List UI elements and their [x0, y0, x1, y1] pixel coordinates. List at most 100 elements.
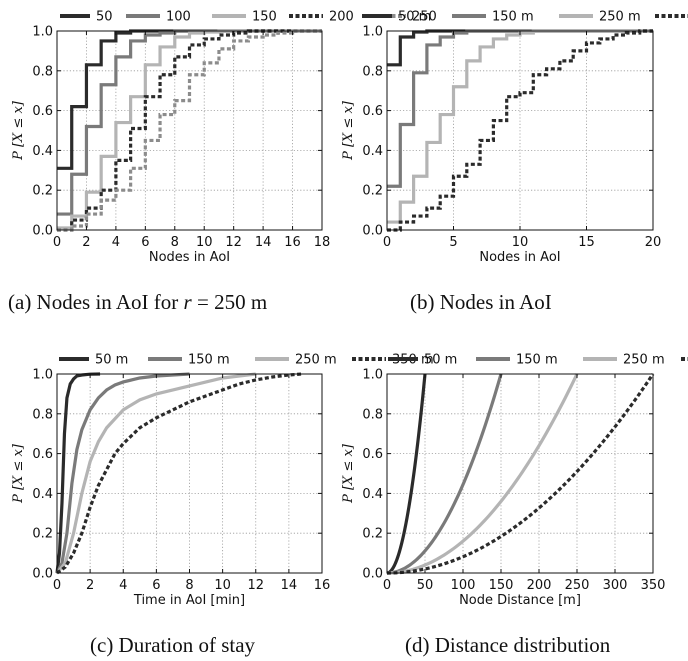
x-tick-label: 4 [119, 578, 127, 593]
legend: 50 100 150 200 250 [60, 10, 437, 25]
x-tick-label: 250 [565, 578, 590, 593]
x-tick-label: 15 [578, 235, 595, 250]
x-tick-label: 2 [82, 235, 90, 250]
y-tick-label: 0.4 [362, 487, 383, 502]
x-tick-label: 50 [417, 578, 434, 593]
y-tick-label: 1.0 [32, 368, 53, 383]
x-tick-label: 0 [383, 578, 391, 593]
series-line-100 [57, 29, 322, 216]
legend-label: 150 m [516, 353, 558, 368]
x-tick-label: 2 [86, 578, 94, 593]
x-axis-label: Node Distance [m] [459, 593, 581, 608]
series-line-250-m [386, 373, 579, 575]
series-line-50 [57, 29, 322, 170]
y-tick-label: 0.4 [32, 144, 53, 159]
caption-a: (a) Nodes in AoI for r = 250 m [8, 290, 268, 314]
plot-frame [56, 30, 323, 231]
y-tick-label: 0.6 [32, 104, 53, 119]
plot-frame [386, 373, 654, 574]
series-line-350-m [56, 372, 303, 575]
y-axis-label: P [X ≤ x] [341, 100, 356, 161]
x-tick-label: 10 [196, 235, 213, 250]
legend-label: 250 m [295, 353, 337, 368]
y-tick-label: 0.8 [32, 407, 53, 422]
y-tick-label: 0.6 [362, 104, 383, 119]
chart-panel-a: 0 2 4 6 8 10 12 14 16 18 0.0 0.2 0.4 0.6 0.8 1.0 Nodes i… [11, 10, 437, 266]
series-line-150-m [386, 373, 503, 575]
x-tick-label: 14 [255, 235, 272, 250]
y-axis-label: P [X ≤ x] [11, 100, 26, 161]
series-line-50-m [386, 373, 427, 575]
x-tick-label: 6 [141, 235, 149, 250]
y-tick-label: 0.8 [362, 64, 383, 79]
y-tick-label: 0.8 [32, 64, 53, 79]
y-axis-label: P [X ≤ x] [11, 443, 26, 504]
chart-panel-d: 0 50 100 150 200 250 300 350 0.0 0.2 0.4 0.6 0.8 1.0 N… [341, 353, 688, 608]
x-tick-label: 20 [645, 235, 662, 250]
x-tick-label: 0 [53, 235, 61, 250]
legend-label: 200 [329, 10, 354, 25]
y-tick-label: 0.2 [32, 184, 53, 199]
y-tick-label: 1.0 [32, 25, 53, 40]
x-tick-label: 16 [314, 578, 331, 593]
x-tick-label: 0 [53, 578, 61, 593]
x-tick-label: 100 [451, 578, 476, 593]
x-tick-label: 10 [214, 578, 231, 593]
legend-label: 250 m [599, 10, 641, 25]
legend-label: 150 [252, 10, 277, 25]
y-tick-label: 0.8 [362, 407, 383, 422]
x-tick-label: 12 [247, 578, 264, 593]
x-tick-label: 0 [383, 235, 391, 250]
y-tick-label: 0.4 [32, 487, 53, 502]
y-tick-label: 0.0 [362, 224, 383, 239]
x-tick-label: 6 [152, 578, 160, 593]
x-axis-label: Nodes in AoI [479, 250, 560, 265]
y-tick-label: 0.6 [32, 447, 53, 462]
legend-label: 250 m [623, 353, 665, 368]
x-axis-label: Time in AoI [min] [133, 593, 245, 608]
y-tick-label: 0.0 [362, 567, 383, 582]
y-tick-label: 1.0 [362, 25, 383, 40]
y-tick-label: 0.2 [362, 527, 383, 542]
caption-c: (c) Duration of stay [90, 633, 256, 657]
y-tick-label: 1.0 [362, 368, 383, 383]
y-tick-label: 0.2 [32, 527, 53, 542]
series-line-250-m [55, 372, 256, 575]
y-tick-label: 0.0 [32, 224, 53, 239]
series-line-200 [57, 29, 322, 232]
y-tick-label: 0.0 [32, 567, 53, 582]
x-axis-label: Nodes in AoI [149, 250, 230, 265]
series-line-50-m [55, 372, 101, 574]
caption-d: (d) Distance distribution [405, 633, 611, 657]
chart-panel-b: 0 5 10 15 20 0.0 0.2 0.4 0.6 0.8 1.0 Nodes in AoI P … [341, 10, 688, 265]
x-tick-label: 12 [225, 235, 242, 250]
x-tick-label: 300 [603, 578, 628, 593]
legend-label: 50 m [398, 10, 431, 25]
y-tick-label: 0.4 [362, 144, 383, 159]
legend-label: 50 m [424, 353, 457, 368]
x-tick-label: 350 [641, 578, 666, 593]
x-tick-label: 4 [112, 235, 120, 250]
series-line-350-m [386, 373, 655, 575]
x-tick-label: 8 [185, 578, 193, 593]
series-line-250 [57, 29, 322, 232]
chart-panel-c: 0 2 4 6 8 10 12 14 16 0.0 0.2 0.4 0.6 0.8 1.0 Time in A… [11, 353, 434, 609]
x-tick-label: 16 [284, 235, 301, 250]
y-axis-label: P [X ≤ x] [341, 443, 356, 504]
series-line-150-m [55, 372, 190, 574]
x-tick-label: 150 [489, 578, 514, 593]
series-line-350-m [387, 29, 653, 232]
legend-label: 150 m [492, 10, 534, 25]
legend-label: 100 [166, 10, 191, 25]
x-tick-label: 5 [449, 235, 457, 250]
caption-b: (b) Nodes in AoI [410, 290, 552, 314]
legend-label: 50 m [95, 353, 128, 368]
x-tick-label: 200 [527, 578, 552, 593]
series-line-150 [57, 29, 322, 230]
x-tick-label: 18 [314, 235, 331, 250]
x-tick-label: 10 [512, 235, 529, 250]
